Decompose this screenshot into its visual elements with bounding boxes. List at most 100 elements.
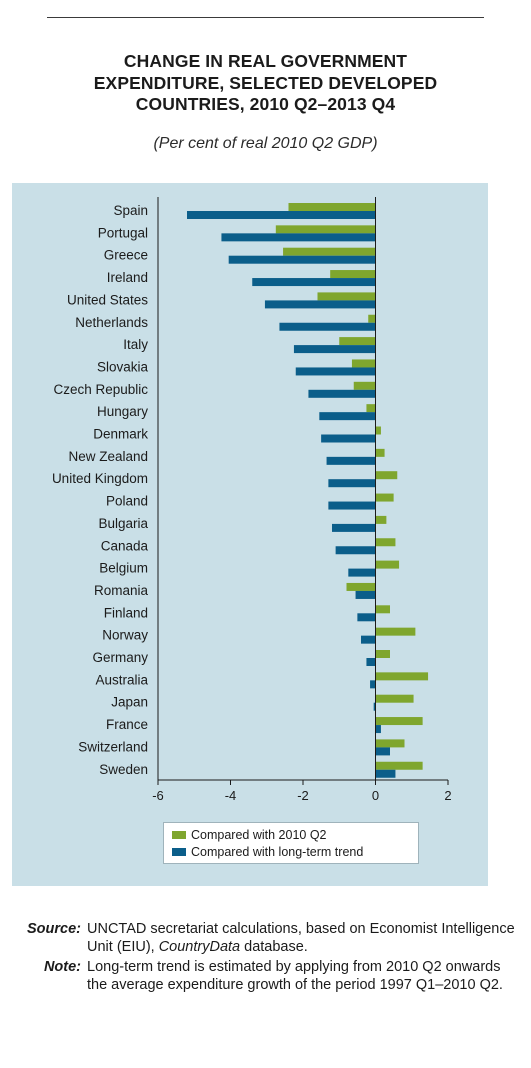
- x-tick-label-0: -6: [152, 788, 164, 803]
- category-label-netherlands: Netherlands: [75, 315, 148, 330]
- category-label-bulgaria: Bulgaria: [98, 516, 148, 531]
- legend-item-trend: Compared with long-term trend: [172, 845, 364, 859]
- bar-2010q2-france: [375, 717, 423, 726]
- chart-title: CHANGE IN REAL GOVERNMENT EXPENDITURE, S…: [93, 51, 438, 114]
- category-label-switzerland: Switzerland: [78, 739, 148, 754]
- category-label-sweden: Sweden: [99, 762, 148, 777]
- x-tick-label-1: -4: [225, 788, 237, 803]
- bar-trend-czech-republic: [308, 389, 376, 398]
- bar-2010q2-hungary: [366, 404, 376, 413]
- bar-2010q2-netherlands: [368, 314, 376, 323]
- bar-2010q2-czech-republic: [353, 381, 376, 390]
- bar-trend-new-zealand: [326, 456, 376, 465]
- bar-2010q2-new-zealand: [375, 448, 385, 457]
- category-label-ireland: Ireland: [107, 270, 148, 285]
- bar-2010q2-spain: [288, 203, 376, 211]
- legend-swatch-green: [172, 831, 186, 839]
- bar-2010q2-canada: [375, 538, 396, 547]
- note-label: Note:: [43, 959, 81, 975]
- bar-2010q2-switzerland: [375, 739, 405, 748]
- category-label-japan: Japan: [111, 695, 148, 710]
- bar-2010q2-united-states: [317, 292, 376, 301]
- bar-trend-hungary: [319, 412, 376, 421]
- bar-trend-ireland: [252, 278, 376, 287]
- bar-trend-switzerland: [375, 747, 390, 756]
- bar-trend-greece: [228, 255, 376, 264]
- category-label-hungary: Hungary: [97, 404, 148, 419]
- bar-2010q2-portugal: [275, 225, 376, 234]
- source-text: UNCTAD secretariat calculations, based o…: [87, 920, 517, 956]
- x-tick-label-3: 0: [372, 788, 379, 803]
- bar-2010q2-greece: [283, 247, 376, 256]
- bar-2010q2-sweden: [375, 761, 423, 770]
- category-label-belgium: Belgium: [99, 561, 148, 576]
- legend-label-trend: Compared with long-term trend: [191, 845, 364, 859]
- bar-trend-belgium: [348, 568, 376, 577]
- category-label-australia: Australia: [95, 672, 148, 687]
- note-text: Long-term trend is estimated by applying…: [87, 959, 503, 993]
- bar-2010q2-italy: [339, 337, 376, 346]
- category-label-united-states: United States: [67, 292, 148, 307]
- category-label-germany: Germany: [92, 650, 148, 665]
- x-tick-label-4: 2: [444, 788, 451, 803]
- category-label-spain: Spain: [113, 203, 148, 218]
- source-text-part1: UNCTAD secretariat calculations, based o…: [87, 921, 515, 955]
- bar-2010q2-bulgaria: [375, 515, 387, 524]
- legend-item-2010q2: Compared with 2010 Q2: [172, 828, 327, 842]
- category-label-portugal: Portugal: [98, 225, 148, 240]
- bar-2010q2-australia: [375, 672, 429, 681]
- bar-2010q2-ireland: [330, 270, 376, 279]
- chart-subtitle: (Per cent of real 2010 Q2 GDP): [153, 135, 378, 152]
- bar-trend-norway: [361, 635, 376, 644]
- bar-2010q2-united-kingdom: [375, 471, 398, 480]
- category-label-new-zealand: New Zealand: [68, 449, 148, 464]
- bar-2010q2-poland: [375, 493, 394, 502]
- legend-label-2010q2: Compared with 2010 Q2: [191, 828, 327, 842]
- legend-swatch-blue: [172, 848, 186, 856]
- bar-trend-spain: [187, 211, 376, 219]
- bar-trend-poland: [328, 501, 376, 510]
- bar-trend-france: [375, 725, 381, 734]
- bar-trend-australia: [370, 680, 376, 689]
- category-label-united-kingdom: United Kingdom: [52, 471, 148, 486]
- bar-trend-sweden: [375, 769, 396, 778]
- category-label-norway: Norway: [102, 628, 148, 643]
- bar-trend-portugal: [221, 233, 376, 242]
- bar-trend-finland: [357, 613, 376, 622]
- bar-trend-italy: [293, 345, 376, 354]
- category-label-czech-republic: Czech Republic: [53, 382, 148, 397]
- bar-2010q2-finland: [375, 605, 390, 614]
- bar-chart: Spain Portugal Greece Ireland United States N…: [52, 197, 452, 803]
- bar-trend-bulgaria: [332, 523, 376, 532]
- bar-2010q2-slovakia: [351, 359, 376, 368]
- bar-trend-germany: [366, 658, 376, 666]
- category-label-poland: Poland: [106, 494, 148, 509]
- bar-trend-romania: [355, 590, 376, 599]
- category-label-italy: Italy: [123, 337, 148, 352]
- bar-2010q2-denmark: [375, 426, 381, 435]
- bar-trend-denmark: [321, 434, 376, 443]
- category-label-greece: Greece: [104, 248, 148, 263]
- bar-trend-japan: [373, 702, 376, 711]
- category-label-slovakia: Slovakia: [97, 359, 149, 374]
- category-label-canada: Canada: [101, 538, 149, 553]
- bar-trend-slovakia: [295, 367, 376, 376]
- bar-trend-united-kingdom: [328, 479, 376, 488]
- bar-2010q2-japan: [375, 694, 414, 703]
- source-text-part2: database.: [240, 939, 308, 955]
- category-label-romania: Romania: [94, 583, 149, 598]
- chart-legend: Compared with 2010 Q2 Compared with long…: [163, 822, 419, 864]
- bar-trend-netherlands: [279, 322, 376, 331]
- bar-2010q2-norway: [375, 627, 416, 636]
- source-label: Source:: [27, 921, 81, 937]
- category-label-denmark: Denmark: [93, 427, 148, 442]
- bar-2010q2-romania: [346, 582, 376, 591]
- x-tick-label-2: -2: [297, 788, 309, 803]
- bar-trend-united-states: [264, 300, 376, 309]
- top-rule: [47, 17, 484, 18]
- category-label-finland: Finland: [104, 605, 148, 620]
- bar-2010q2-belgium: [375, 560, 400, 569]
- source-text-database: CountryData: [158, 939, 241, 955]
- category-label-france: France: [106, 717, 148, 732]
- bar-trend-canada: [335, 546, 376, 555]
